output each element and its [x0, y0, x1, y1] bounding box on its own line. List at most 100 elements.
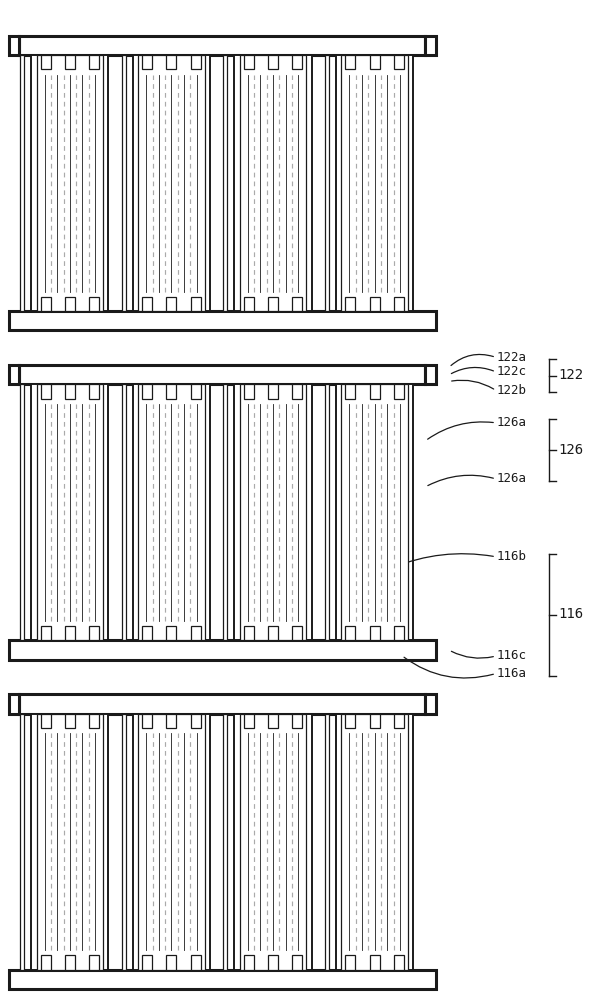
Bar	[336, 55, 413, 311]
Bar	[142, 626, 152, 640]
Bar	[166, 384, 176, 399]
Bar	[325, 384, 329, 640]
Bar	[191, 714, 201, 728]
Bar	[166, 955, 176, 970]
Bar	[292, 714, 303, 728]
Bar	[223, 714, 227, 970]
Bar	[234, 384, 311, 640]
Bar	[166, 714, 176, 728]
Bar	[65, 626, 75, 640]
Bar	[342, 55, 408, 311]
Bar	[19, 36, 426, 55]
Bar	[142, 297, 152, 311]
Bar	[9, 365, 19, 384]
Bar	[342, 384, 408, 640]
Bar	[138, 55, 205, 311]
Bar	[336, 384, 413, 640]
Bar	[166, 626, 176, 640]
Bar	[9, 36, 19, 55]
Bar	[138, 714, 205, 970]
Bar	[122, 714, 126, 970]
Bar	[292, 297, 303, 311]
Bar	[191, 626, 201, 640]
Text: 116a: 116a	[496, 667, 526, 680]
Bar	[268, 714, 278, 728]
Bar	[9, 694, 19, 714]
Bar	[122, 55, 126, 311]
Bar	[41, 626, 50, 640]
Bar	[240, 714, 306, 970]
Bar	[336, 714, 413, 970]
Text: 116b: 116b	[496, 550, 526, 563]
Bar	[37, 55, 103, 311]
Bar	[369, 714, 379, 728]
Bar	[65, 955, 75, 970]
Bar	[20, 714, 24, 970]
Bar	[292, 55, 303, 69]
Bar	[394, 384, 404, 399]
Bar	[9, 970, 436, 989]
Bar	[342, 714, 408, 970]
Bar	[268, 384, 278, 399]
Bar	[89, 297, 99, 311]
Bar	[142, 714, 152, 728]
Bar	[223, 384, 227, 640]
Bar	[369, 955, 379, 970]
Bar	[345, 55, 355, 69]
Bar	[133, 714, 210, 970]
Bar	[394, 626, 404, 640]
Bar	[19, 365, 426, 384]
Bar	[268, 297, 278, 311]
Bar	[19, 694, 426, 714]
Bar	[89, 55, 99, 69]
Bar	[325, 714, 329, 970]
Bar	[426, 36, 436, 55]
Bar	[394, 297, 404, 311]
Bar	[41, 955, 50, 970]
Bar	[325, 55, 329, 311]
Bar	[369, 384, 379, 399]
Bar	[31, 384, 108, 640]
Bar	[240, 55, 306, 311]
Bar	[345, 626, 355, 640]
Bar	[240, 384, 306, 640]
Text: 126a: 126a	[496, 472, 526, 485]
Bar	[244, 384, 254, 399]
Bar	[37, 714, 103, 970]
Bar	[234, 714, 311, 970]
Bar	[9, 640, 436, 660]
Bar	[65, 55, 75, 69]
Bar	[244, 955, 254, 970]
Bar	[41, 55, 50, 69]
Bar	[20, 384, 24, 640]
Bar	[9, 311, 436, 330]
Bar	[89, 955, 99, 970]
Bar	[65, 714, 75, 728]
Bar	[369, 55, 379, 69]
Bar	[133, 55, 210, 311]
Bar	[292, 626, 303, 640]
Bar	[89, 626, 99, 640]
Bar	[292, 955, 303, 970]
Bar	[142, 384, 152, 399]
Bar	[369, 626, 379, 640]
Bar	[345, 955, 355, 970]
Bar	[89, 714, 99, 728]
Bar	[133, 384, 210, 640]
Text: 126: 126	[558, 443, 584, 457]
Bar	[223, 55, 227, 311]
Bar	[268, 55, 278, 69]
Bar	[166, 297, 176, 311]
Bar	[122, 384, 126, 640]
Bar	[345, 384, 355, 399]
Bar	[394, 955, 404, 970]
Bar	[345, 297, 355, 311]
Bar	[268, 955, 278, 970]
Bar	[31, 55, 108, 311]
Bar	[37, 384, 103, 640]
Text: 122a: 122a	[496, 351, 526, 364]
Bar	[41, 714, 50, 728]
Bar	[244, 714, 254, 728]
Bar	[426, 365, 436, 384]
Bar	[292, 384, 303, 399]
